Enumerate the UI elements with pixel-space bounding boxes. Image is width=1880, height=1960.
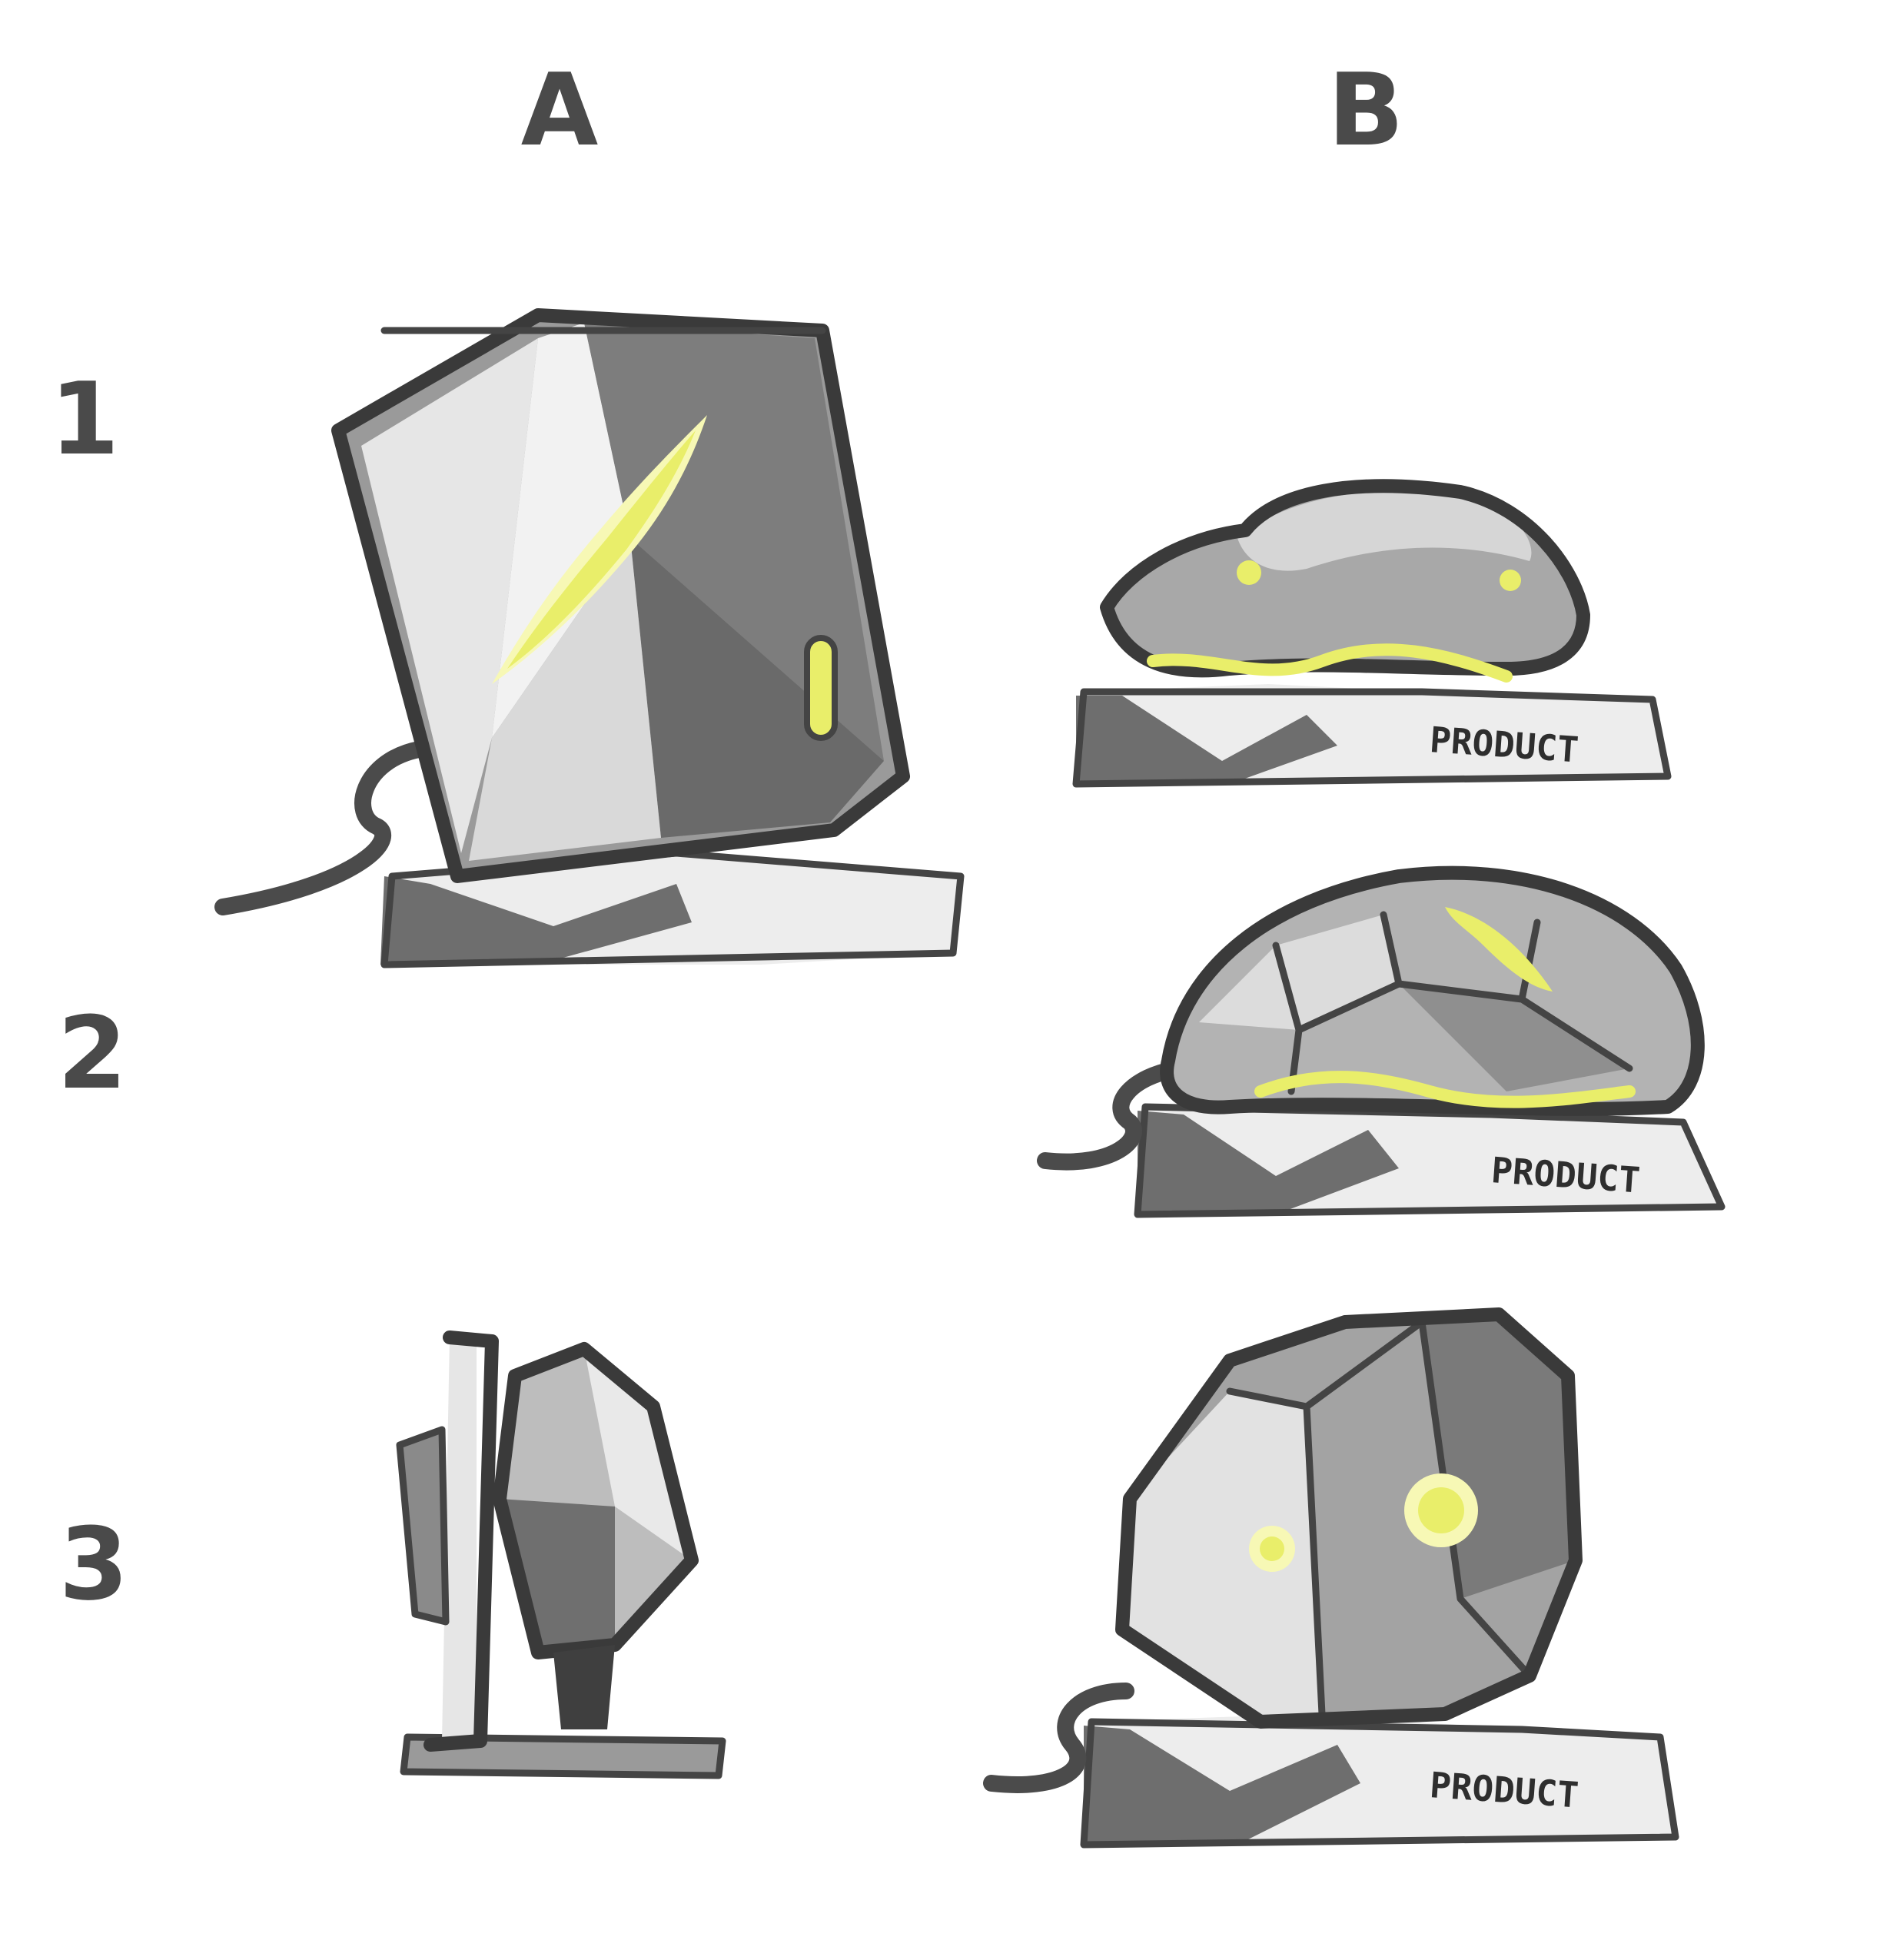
b1-base-label: PRODUCT (1428, 719, 1579, 770)
a1-side-slot (804, 635, 838, 741)
sketch-b2-mouse: PRODUCT (1037, 865, 1726, 1218)
b2-glow-line (1254, 1071, 1636, 1108)
b1-base (1076, 684, 1668, 784)
b2-glow-crack (1445, 907, 1553, 992)
b1-glow-line (1147, 643, 1513, 683)
row-label-2: 2 (58, 995, 127, 1111)
row-label-1: 1 (50, 360, 119, 477)
row-label-3: 3 (59, 1506, 128, 1623)
a1-cable (214, 741, 427, 915)
sketch-b1-mouse: PRODUCT (1072, 479, 1672, 788)
b3-base-label: PRODUCT (1428, 1764, 1579, 1815)
a3-post (442, 1337, 477, 1741)
sketch-b3-box: PRODUCT (983, 1307, 1679, 1849)
b2-cable (1037, 1060, 1188, 1171)
a1-base-shadow (380, 876, 692, 965)
b2-base-label: PRODUCT (1490, 1149, 1641, 1201)
sketch-a3-speaker (396, 1330, 726, 1779)
sketch-a1-monitor (214, 308, 965, 968)
b3-cable (983, 1683, 1134, 1793)
column-label-a: A (521, 51, 599, 168)
column-label-b: B (1327, 51, 1403, 168)
